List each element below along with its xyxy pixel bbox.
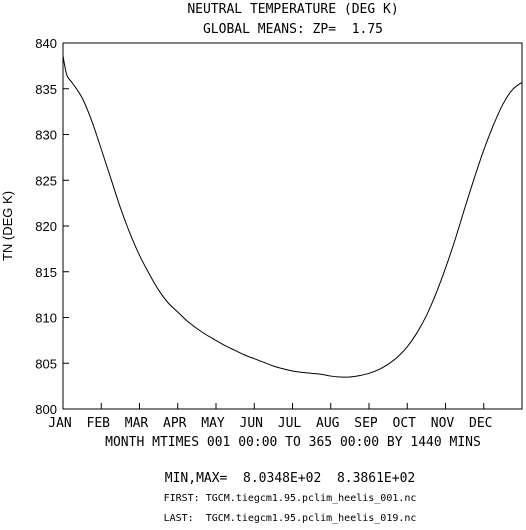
x-tick-label: JUL	[278, 416, 302, 431]
x-tick-label: MAY	[201, 416, 225, 431]
last-file-label: LAST: TGCM.tiegcm1.95.pclim_heelis_019.n…	[164, 513, 417, 524]
y-tick-label: 810	[35, 311, 57, 326]
x-axis-tick-labels: JAN FEB MAR APR MAY JUN JUL AUG SEP OCT NOV DEC	[48, 416, 492, 431]
y-tick-label: 805	[35, 356, 57, 371]
y-tick-label: 815	[35, 265, 57, 280]
series-line-tn	[62, 55, 523, 378]
first-file-label: FIRST: TGCM.tiegcm1.95.pclim_heelis_001.…	[164, 493, 417, 504]
min-max-readout: MIN,MAX= 8.0348E+02 8.3861E+02	[165, 471, 415, 486]
x-tick-label: APR	[163, 416, 187, 431]
x-tick-label: OCT	[393, 416, 417, 431]
y-tick-label: 825	[35, 173, 57, 188]
y-tick-label: 835	[35, 82, 57, 97]
y-axis-tick-labels: 800 805 810 815 820 825 830 835 840	[35, 36, 57, 417]
y-axis-ticks	[63, 42, 69, 410]
x-tick-label: JAN	[48, 416, 71, 431]
x-tick-label: AUG	[316, 416, 340, 431]
chart-subtitle: GLOBAL MEANS: ZP= 1.75	[203, 22, 383, 37]
x-tick-label: NOV	[431, 416, 455, 431]
x-axis-label: MONTH MTIMES 001 00:00 TO 365 00:00 BY 1…	[105, 435, 481, 450]
x-tick-label: JUN	[240, 416, 263, 431]
x-axis-ticks	[62, 403, 523, 409]
x-tick-label: FEB	[87, 416, 111, 431]
plot-frame	[62, 42, 523, 410]
y-tick-label: 830	[35, 128, 57, 143]
chart-title: NEUTRAL TEMPERATURE (DEG K)	[187, 2, 398, 17]
y-tick-label: 800	[35, 402, 57, 417]
y-tick-label: 820	[35, 219, 57, 234]
x-tick-label: SEP	[354, 416, 378, 431]
y-tick-label: 840	[35, 36, 57, 51]
x-tick-label: MAR	[125, 416, 149, 431]
y-axis-label: TN (DEG K)	[0, 191, 15, 261]
x-tick-label: DEC	[469, 416, 492, 431]
